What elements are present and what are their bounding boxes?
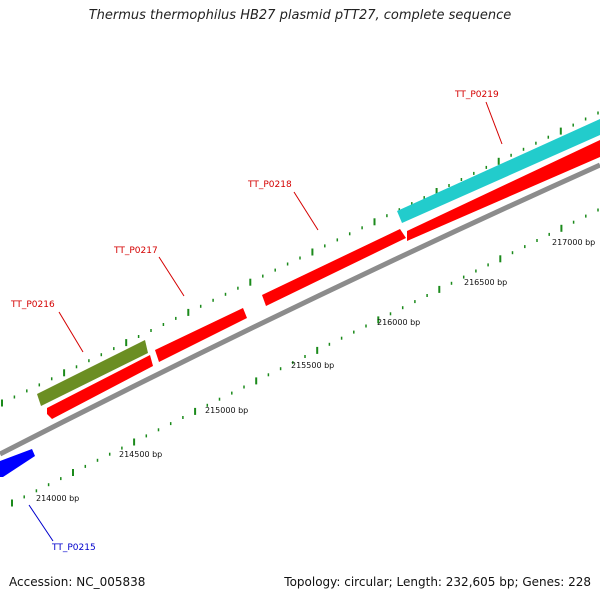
gene-label-tt-p0219[interactable]: TT_P0219: [454, 90, 499, 100]
scale-label-215500: 215500 bp: [291, 361, 334, 370]
scale-label-216500: 216500 bp: [464, 278, 507, 287]
connector-tt-p0216: [58, 311, 84, 353]
scale-label-216000: 216000 bp: [377, 318, 420, 327]
gene-feature-tt-p0217[interactable]: [155, 308, 247, 362]
gene-feature-tt-p0219[interactable]: [407, 140, 600, 241]
gene-label-tt-p0218[interactable]: TT_P0218: [247, 180, 292, 190]
connector-tt-p0219: [485, 101, 503, 145]
gene-label-tt-p0215[interactable]: TT_P0215: [51, 543, 96, 553]
connector-tt-p0218: [293, 191, 319, 231]
connector-tt-p0215: [28, 504, 54, 542]
gene-label-tt-p0216[interactable]: TT_P0216: [10, 300, 55, 310]
gene-feature-cyan[interactable]: [397, 119, 600, 223]
gene-feature-tt-p0216[interactable]: [47, 355, 153, 419]
topology-summary: Topology: circular; Length: 232,605 bp; …: [284, 575, 591, 589]
gene-feature-tt-p0215[interactable]: [0, 449, 35, 477]
scale-label-214500: 214500 bp: [119, 450, 162, 459]
page-title: Thermus thermophilus HB27 plasmid pTT27,…: [88, 8, 512, 23]
scale-label-214000: 214000 bp: [36, 494, 79, 503]
accession-label: Accession: NC_005838: [9, 575, 146, 589]
gene-feature-tt-p0218[interactable]: [262, 229, 406, 306]
outer-tick-marks: [1, 111, 599, 407]
sequence-backbone: [0, 162, 600, 457]
scale-label-217000: 217000 bp: [552, 238, 595, 247]
gene-feature-olive[interactable]: [37, 340, 148, 406]
scale-label-215000: 215000 bp: [205, 406, 248, 415]
gene-label-tt-p0217[interactable]: TT_P0217: [113, 246, 158, 256]
inner-tick-marks: [11, 208, 599, 507]
connector-tt-p0217: [158, 256, 185, 297]
